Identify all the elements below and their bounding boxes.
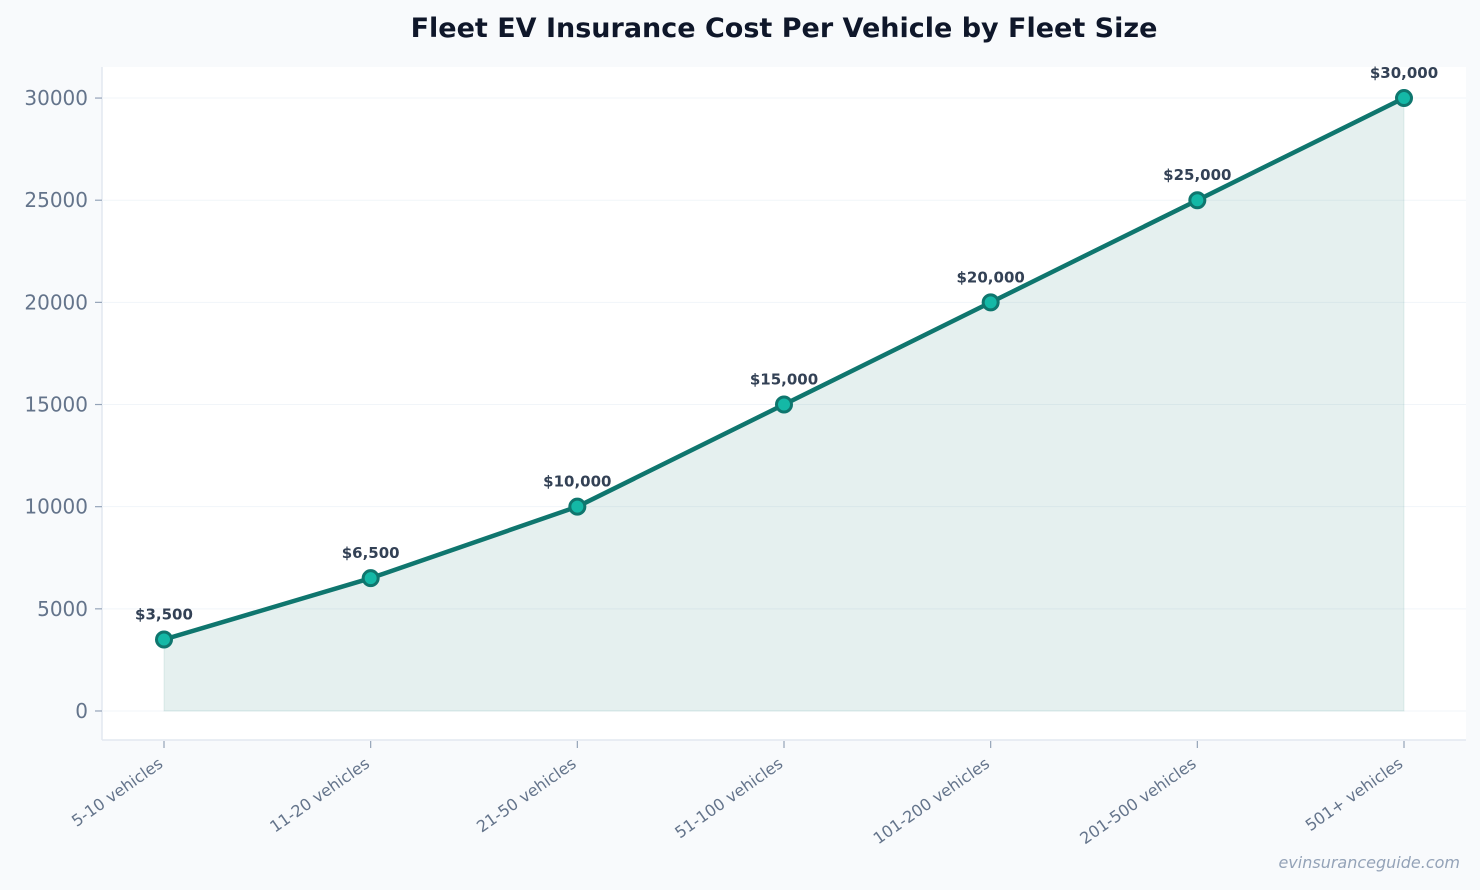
data-label: $3,500 bbox=[135, 605, 193, 623]
x-tick-label: 5-10 vehicles bbox=[68, 754, 166, 831]
data-label: $15,000 bbox=[750, 371, 818, 389]
chart-title: Fleet EV Insurance Cost Per Vehicle by F… bbox=[411, 13, 1158, 44]
data-point bbox=[361, 569, 380, 588]
data-point bbox=[1188, 191, 1207, 210]
y-tick-label: 10000 bbox=[24, 495, 88, 519]
data-point bbox=[1395, 89, 1413, 108]
data-point bbox=[775, 395, 793, 414]
data-point bbox=[981, 293, 1000, 312]
y-tick-label: 5000 bbox=[37, 597, 88, 621]
x-tick-label: 501+ vehicles bbox=[1302, 754, 1407, 835]
data-label: $10,000 bbox=[543, 473, 611, 491]
watermark: evinsuranceguide.com bbox=[1278, 853, 1460, 872]
data-label: $25,000 bbox=[1163, 166, 1231, 184]
y-tick-label: 0 bbox=[75, 699, 88, 723]
x-tick-label: 101-200 vehicles bbox=[870, 754, 993, 848]
y-tick-label: 20000 bbox=[24, 290, 88, 314]
y-tick-label: 15000 bbox=[24, 393, 88, 417]
data-label: $20,000 bbox=[957, 268, 1025, 286]
x-tick-label: 51-100 vehicles bbox=[671, 754, 786, 842]
data-label: $6,500 bbox=[342, 544, 400, 562]
data-label: $30,000 bbox=[1370, 64, 1438, 82]
y-tick-label: 30000 bbox=[24, 86, 88, 110]
data-point bbox=[155, 630, 173, 649]
y-tick-label: 25000 bbox=[24, 188, 88, 212]
x-tick-label: 11-20 vehicles bbox=[266, 754, 373, 837]
data-point bbox=[568, 497, 587, 516]
x-tick-label: 201-500 vehicles bbox=[1076, 754, 1199, 848]
x-tick-label: 21-50 vehicles bbox=[473, 754, 580, 837]
